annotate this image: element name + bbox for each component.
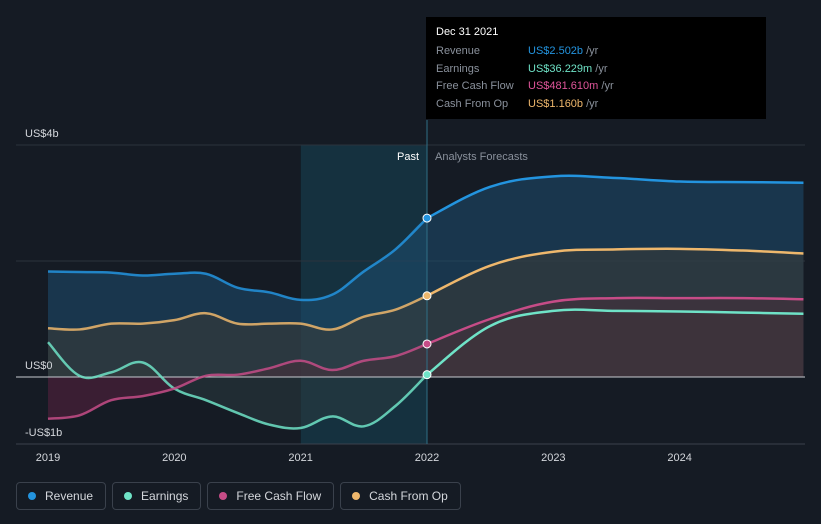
tooltip-unit: /yr bbox=[583, 45, 599, 57]
tooltip-value: US$481.610m bbox=[528, 80, 599, 92]
tooltip-name: Cash From Op bbox=[436, 97, 509, 110]
line-earnings-past bbox=[47, 341, 428, 430]
line-free-cash-flow-forecast bbox=[426, 296, 804, 346]
area-cash-from-op bbox=[48, 248, 804, 377]
tooltip-value: US$2.502b bbox=[528, 45, 584, 57]
legend-label: Revenue bbox=[45, 489, 94, 503]
y-tick-label: -US$1b bbox=[25, 427, 62, 439]
tooltip-row-revenue: Revenue US$2.502b /yr bbox=[436, 43, 756, 61]
y-tick-label: US$4b bbox=[25, 128, 59, 140]
y-axis-labels: US$4b US$0 -US$1b bbox=[25, 128, 62, 439]
tooltip-date: Dec 31 2021 bbox=[436, 26, 499, 38]
legend: Revenue Earnings Free Cash Flow Cash Fro… bbox=[16, 482, 461, 510]
tooltip-unit: /yr bbox=[583, 97, 599, 110]
line-earnings-forecast bbox=[426, 308, 804, 376]
series-markers bbox=[422, 213, 432, 380]
tooltip-row-free-cash-flow: Free Cash Flow US$481.610m /yr bbox=[436, 78, 756, 96]
tooltip-value: US$36.229m bbox=[528, 62, 593, 75]
marker-cash-from-op bbox=[422, 291, 432, 301]
line-revenue-forecast bbox=[426, 174, 804, 220]
series-areas bbox=[48, 175, 804, 429]
tooltip-name: Earnings bbox=[436, 62, 480, 75]
legend-dot-icon bbox=[124, 492, 133, 500]
x-tick-label: 2022 bbox=[415, 452, 439, 464]
tooltip-unit: /yr bbox=[592, 62, 608, 75]
series-lines bbox=[47, 174, 804, 430]
x-tick-label: 2024 bbox=[667, 452, 691, 464]
y-tick-label: US$0 bbox=[25, 360, 53, 372]
line-free-cash-flow-past bbox=[47, 342, 428, 421]
tooltip-name: Free Cash Flow bbox=[436, 80, 514, 92]
tooltip-row-earnings: Earnings US$36.229m /yr bbox=[436, 61, 756, 79]
legend-dot-icon bbox=[352, 492, 361, 500]
legend-item-revenue[interactable]: Revenue bbox=[16, 482, 107, 510]
forecast-label: Analysts Forecasts bbox=[435, 151, 528, 163]
legend-item-earnings[interactable]: Earnings bbox=[112, 482, 202, 510]
x-tick-label: 2021 bbox=[288, 452, 312, 464]
marker-revenue bbox=[422, 213, 432, 223]
legend-dot-icon bbox=[28, 492, 36, 500]
tooltip-name: Revenue bbox=[436, 45, 481, 57]
tooltip: Dec 31 2021 Revenue US$2.502b /yr Earning… bbox=[426, 17, 766, 119]
line-cash-from-op-past bbox=[47, 294, 428, 331]
legend-label: Earnings bbox=[141, 489, 189, 503]
x-tick-label: 2023 bbox=[541, 452, 565, 464]
line-revenue-past bbox=[47, 217, 428, 302]
marker-free-cash-flow bbox=[422, 339, 432, 349]
tooltip-value: US$1.160b bbox=[528, 97, 584, 110]
line-cash-from-op-forecast bbox=[426, 247, 804, 297]
x-tick-label: 2020 bbox=[162, 452, 186, 464]
legend-item-cash-from-op[interactable]: Cash From Op bbox=[340, 482, 461, 510]
tooltip-unit: /yr bbox=[598, 80, 614, 92]
x-axis-labels: 2019 2020 2021 2022 2023 2024 bbox=[36, 452, 692, 464]
legend-label: Free Cash Flow bbox=[236, 489, 322, 503]
tooltip-row-cash-from-op: Cash From Op US$1.160b /yr bbox=[436, 96, 756, 114]
x-tick-label: 2019 bbox=[36, 452, 60, 464]
past-label: Past bbox=[397, 151, 419, 163]
legend-dot-icon bbox=[219, 492, 228, 500]
legend-label: Cash From Op bbox=[369, 489, 448, 503]
marker-earnings bbox=[422, 370, 432, 380]
legend-item-free-cash-flow[interactable]: Free Cash Flow bbox=[207, 482, 335, 510]
